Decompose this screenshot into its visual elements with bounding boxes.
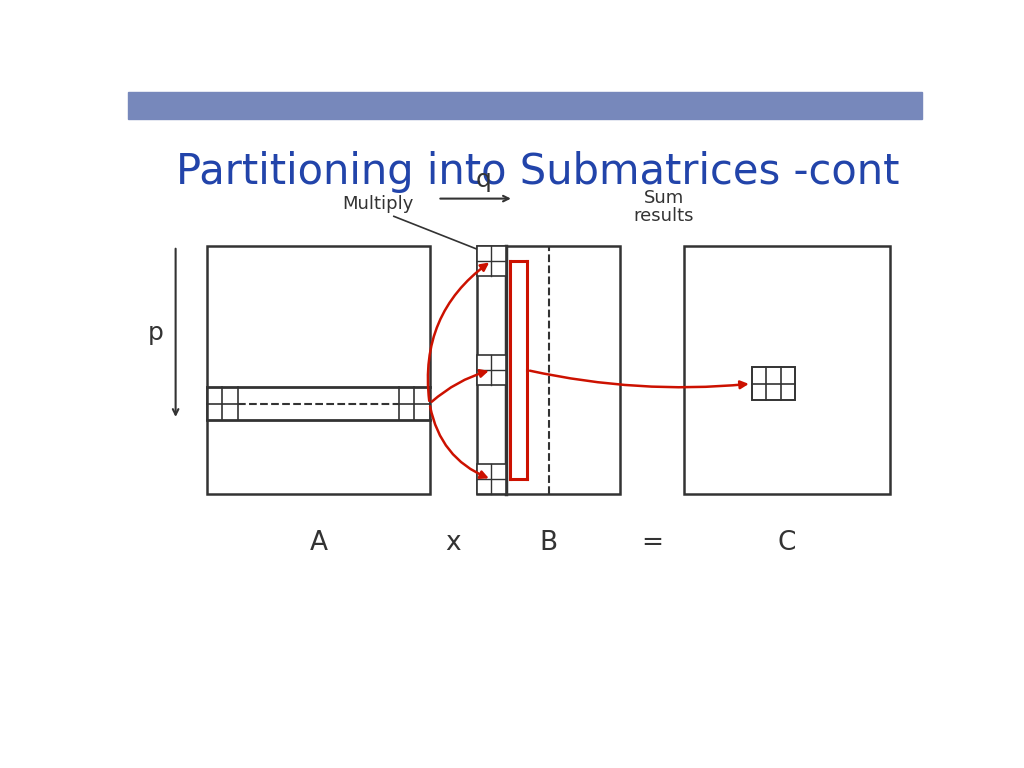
Text: q: q xyxy=(475,167,492,191)
FancyArrowPatch shape xyxy=(529,371,746,388)
Bar xyxy=(477,355,506,385)
Text: =: = xyxy=(641,530,663,556)
FancyArrowPatch shape xyxy=(428,264,487,401)
Bar xyxy=(207,246,430,495)
Text: results: results xyxy=(634,207,694,225)
FancyArrowPatch shape xyxy=(430,406,486,478)
Text: B: B xyxy=(540,530,558,556)
Text: A: A xyxy=(309,530,328,556)
Text: p: p xyxy=(147,321,164,345)
Text: x: x xyxy=(445,530,461,556)
Bar xyxy=(477,465,506,495)
Bar xyxy=(128,92,922,119)
Text: Multiply: Multiply xyxy=(342,195,414,214)
Bar xyxy=(684,246,890,495)
Bar xyxy=(752,367,796,400)
Text: C: C xyxy=(777,530,796,556)
Bar xyxy=(477,246,506,276)
Text: Sum: Sum xyxy=(643,190,684,207)
Bar xyxy=(477,246,621,495)
FancyArrowPatch shape xyxy=(432,370,486,402)
Text: Partitioning into Submatrices -cont: Partitioning into Submatrices -cont xyxy=(176,151,899,194)
